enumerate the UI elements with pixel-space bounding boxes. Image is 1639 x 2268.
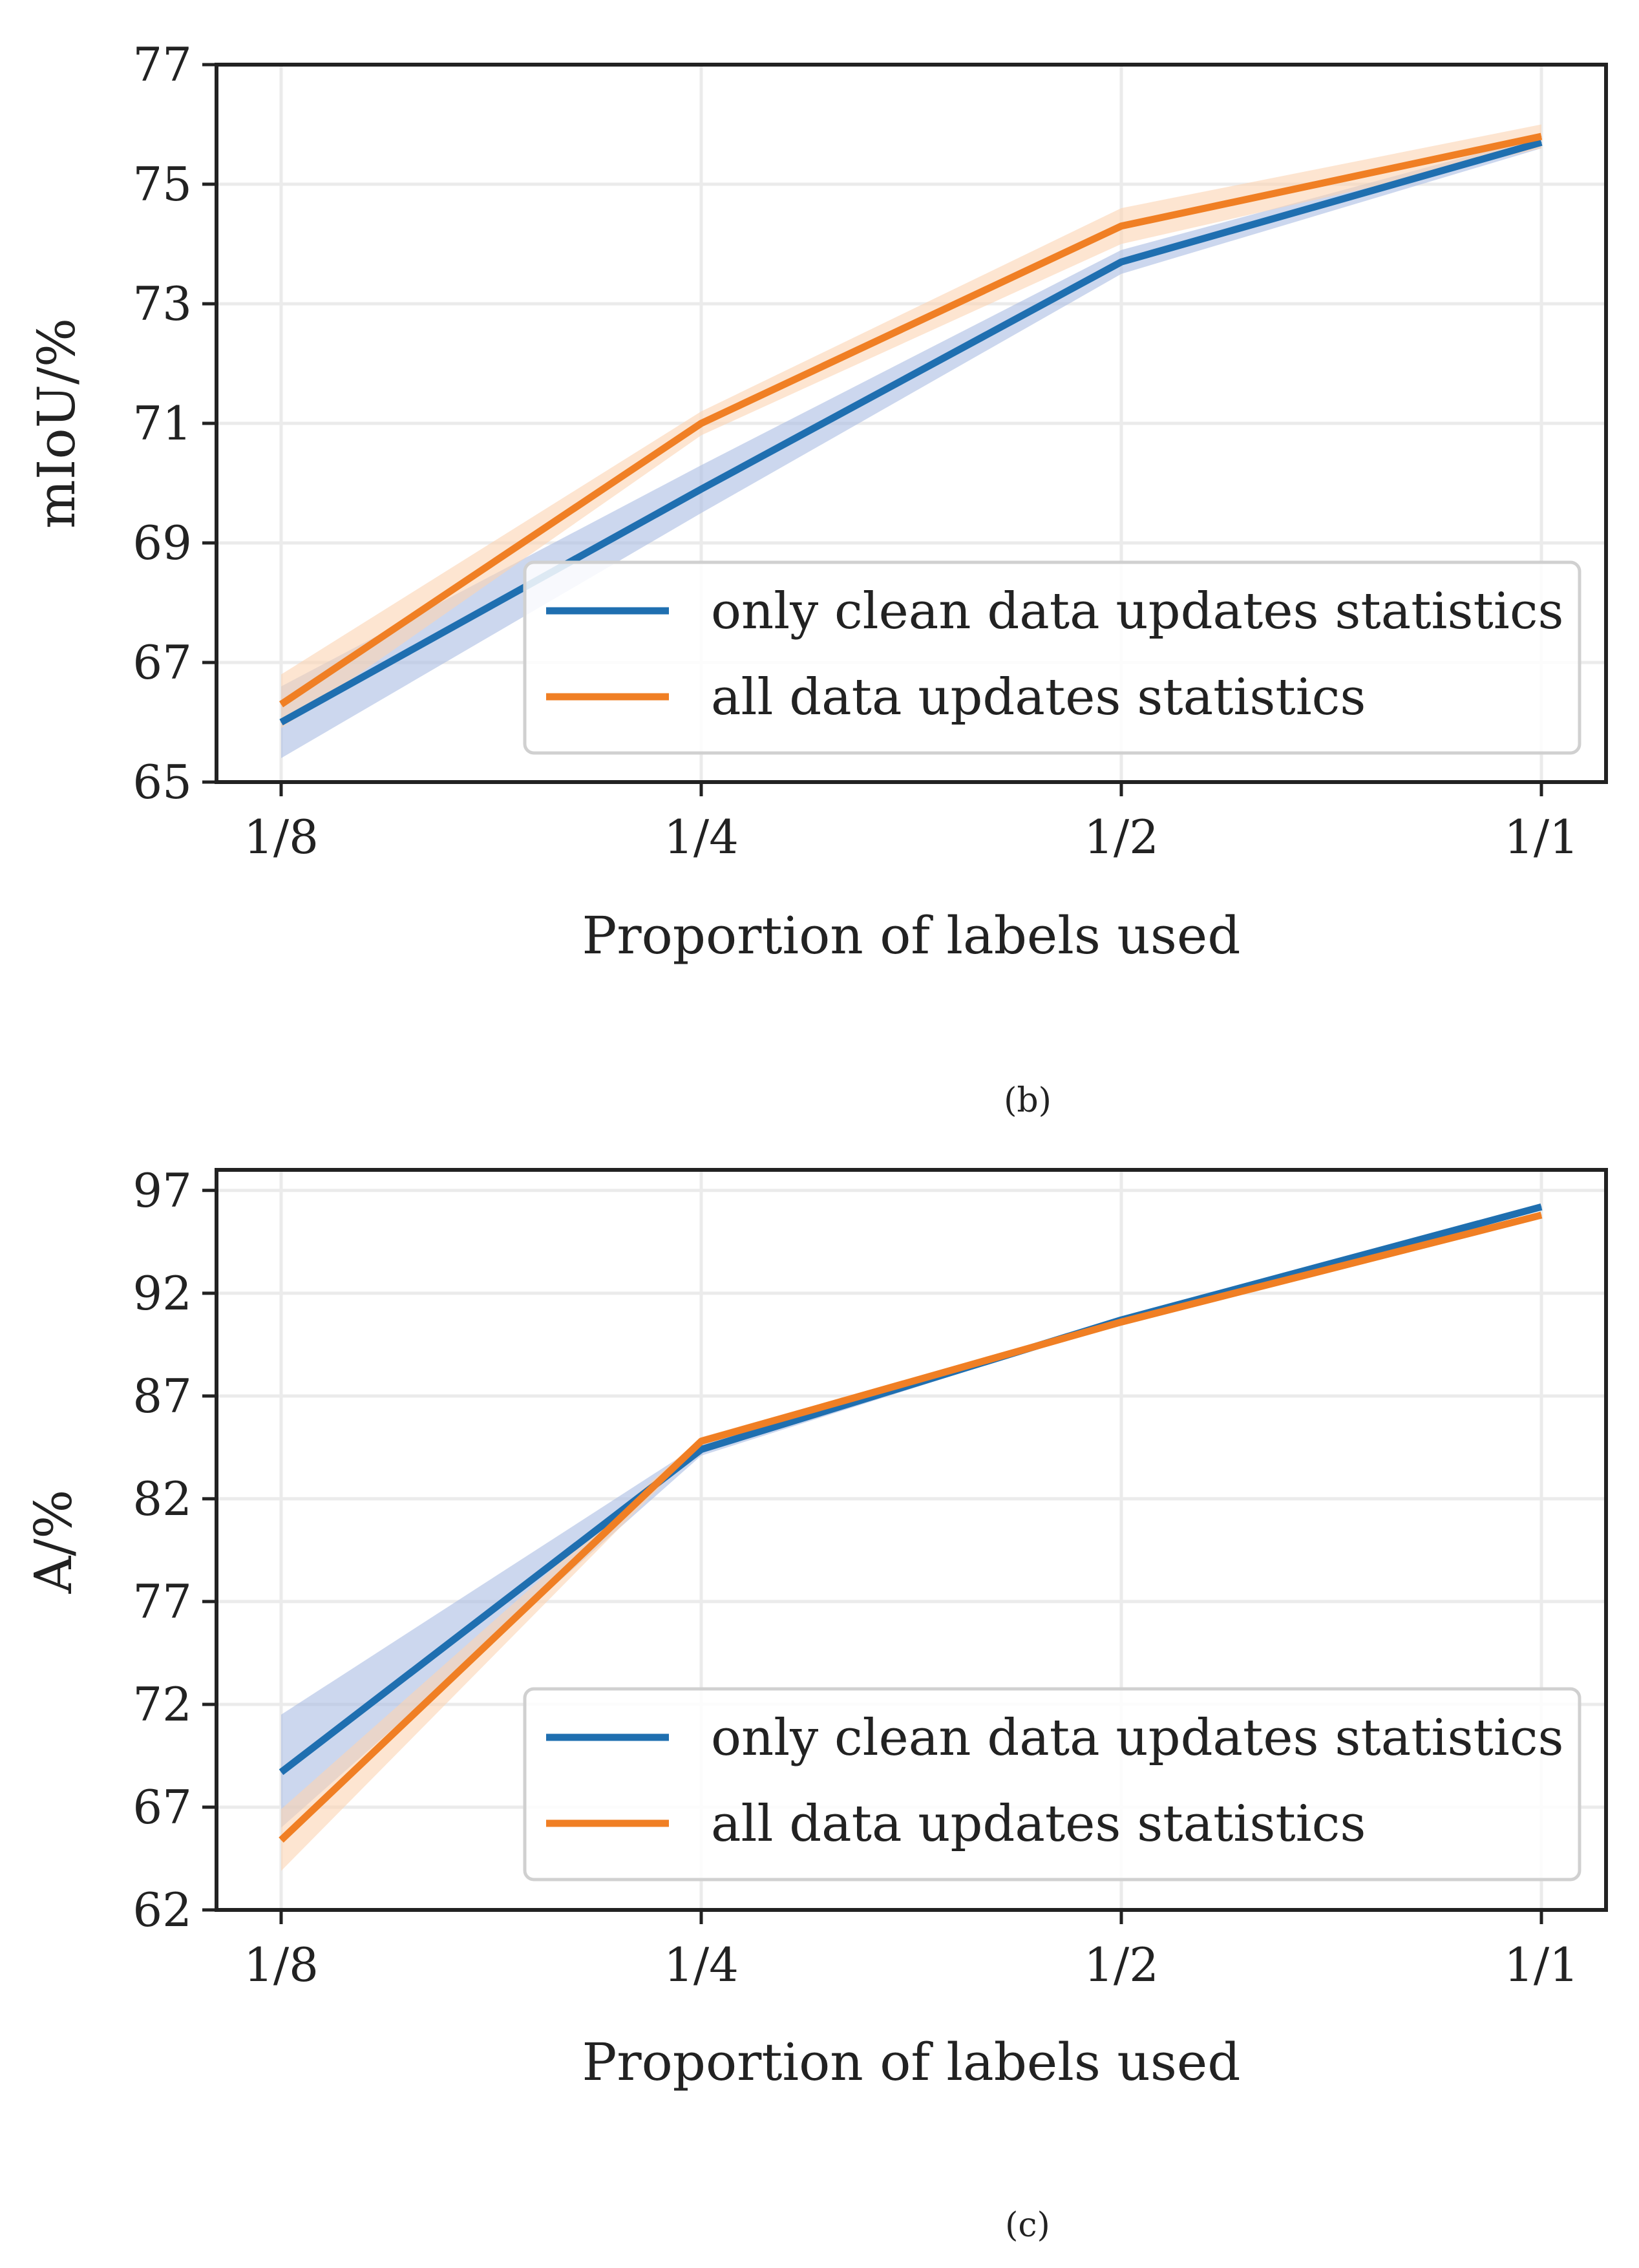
- chart-c-ticks: 1/8 1/4 1/2 1/1 62 67 72 77 82 87 92 97: [132, 1163, 1579, 1992]
- chart-c-point-blue: [701, 1449, 702, 1450]
- chart-b-y-tick-label: 69: [132, 516, 192, 570]
- chart-c-caption: (c): [1005, 2206, 1050, 2245]
- chart-c-y-tick-label: 77: [132, 1574, 192, 1629]
- chart-b-series-lines: [279, 132, 1543, 726]
- chart-c-legend-label-all: all data updates statistics: [711, 1795, 1366, 1853]
- chart-c-y-tick-label: 67: [132, 1780, 192, 1834]
- chart-b-x-axis-title: Proportion of labels used: [582, 906, 1241, 966]
- chart-c-x-tick-label: 1/1: [1504, 1938, 1579, 1992]
- chart-b-x-tick-label: 1/1: [1504, 810, 1579, 864]
- chart-c-accuracy: 1/8 1/4 1/2 1/1 62 67 72 77 82 87 92 97 Proportion …: [23, 1163, 1608, 2245]
- chart-b-x-tick-label: 1/8: [244, 810, 319, 864]
- chart-b-legend-box: [523, 560, 1581, 755]
- chart-b-x-tick-label: 1/2: [1084, 810, 1159, 864]
- chart-c-y-tick-label: 87: [132, 1369, 192, 1423]
- chart-b-y-tick-label: 71: [132, 396, 192, 450]
- chart-c-x-tick-label: 1/4: [664, 1938, 739, 1992]
- chart-b-point-orange: [701, 423, 702, 424]
- chart-b-ticks: 1/8 1/4 1/2 1/1 65 67 69 71 73 75 77: [132, 37, 1579, 864]
- chart-c-y-axis-title: A/%: [23, 1490, 83, 1595]
- chart-c-legend-label-clean: only clean data updates statistics: [711, 1709, 1564, 1767]
- chart-b-legend-label-clean: only clean data updates statistics: [711, 582, 1564, 641]
- chart-b-y-tick-label: 77: [132, 37, 192, 92]
- chart-c-x-axis-title: Proportion of labels used: [582, 2032, 1241, 2092]
- chart-c-line-orange: [279, 1211, 1543, 1843]
- chart-c-plot-frame: [215, 1168, 1608, 1912]
- chart-c-y-tick-label: 97: [132, 1163, 192, 1218]
- chart-b-y-tick-label: 65: [132, 755, 192, 809]
- chart-b-y-tick-label: 67: [132, 635, 192, 690]
- chart-b-point-blue: [1541, 142, 1542, 143]
- chart-b-line-orange: [279, 132, 1543, 708]
- chart-b-legend: only clean data updates statistics all d…: [523, 560, 1581, 755]
- chart-c-x-tick-label: 1/2: [1084, 1938, 1159, 1992]
- chart-c-legend: only clean data updates statistics all d…: [523, 1687, 1581, 1881]
- chart-c-y-tick-label: 62: [132, 1883, 192, 1937]
- chart-b-point-orange: [1541, 136, 1542, 137]
- chart-b-y-tick-label: 73: [132, 277, 192, 331]
- chart-c-y-tick-label: 72: [132, 1677, 192, 1732]
- chart-b-legend-label-all: all data updates statistics: [711, 668, 1366, 726]
- chart-b-point-orange: [280, 704, 282, 705]
- chart-b-point-blue: [280, 722, 282, 723]
- chart-b-y-axis-title: mIoU/%: [26, 318, 87, 529]
- chart-c-y-tick-label: 92: [132, 1266, 192, 1320]
- chart-b-line-blue: [279, 138, 1543, 726]
- chart-b-miou: 1/8 1/4 1/2 1/1 65 67 69 71 73 75 77 Proportion of…: [26, 37, 1608, 1120]
- chart-c-y-tick-label: 82: [132, 1472, 192, 1526]
- chart-c-point-orange: [1541, 1214, 1542, 1216]
- chart-c-x-tick-label: 1/8: [244, 1938, 319, 1992]
- chart-c-series-lines: [279, 1203, 1543, 1843]
- chart-b-y-tick-label: 75: [132, 157, 192, 211]
- chart-c-point-orange: [280, 1839, 282, 1841]
- chart-b-x-tick-label: 1/4: [664, 810, 739, 864]
- chart-b-caption: (b): [1004, 1081, 1052, 1120]
- chart-c-legend-box: [523, 1687, 1581, 1881]
